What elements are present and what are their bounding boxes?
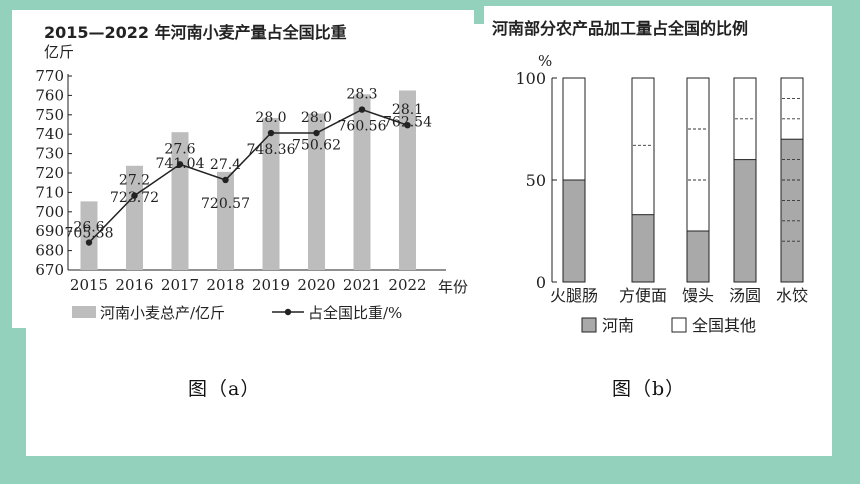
a-bar-value-label: 762.54 [383,114,432,130]
a-share-point [358,106,366,113]
a-bar-value-label: 723.72 [110,190,159,206]
a-y-tick-label: 730 [35,145,64,163]
a-share-label: 28.0 [255,110,286,126]
b-y-tick-label: 0 [536,273,546,292]
legend-bar-swatch [72,306,96,318]
a-bar-value-label: 741.04 [156,156,205,172]
a-bar-value-label: 750.62 [292,138,341,154]
a-bar-value-label: 748.36 [247,142,296,158]
a-bar [262,117,280,270]
legend-line-marker [284,308,292,316]
a-y-tick-label: 690 [35,222,64,240]
a-share-line [88,108,408,244]
b-bar-henan [631,214,655,283]
a-y-tick-label: 740 [35,125,64,143]
chart-a-x-unit: 年份 [438,278,468,296]
chart-a-title: 2015—2022 年河南小麦产量占全国比重 [44,23,347,42]
chart-b-panel [484,6,832,350]
a-y-tick-label: 680 [35,242,64,260]
b-x-tick-label: 方便面 [619,286,667,305]
legend-other-label: 全国其他 [692,316,756,335]
b-bar-henan [686,230,710,283]
chart-a-panel [12,10,474,328]
chart-b-y-unit: % [538,52,552,70]
a-y-tick-label: 710 [35,183,64,201]
b-x-tick-label: 火腿肠 [550,286,598,305]
legend-other-swatch [671,317,687,333]
a-share-label: 27.2 [119,173,150,189]
a-share-label: 26.6 [73,220,104,236]
a-bar-value-label: 705.38 [65,225,114,241]
a-share-label: 27.6 [164,141,195,157]
a-share-point [131,192,138,199]
a-bar [353,94,371,270]
legend-henan-label: 河南 [602,316,634,335]
a-bar [308,113,325,270]
chart-b-title: 河南部分农产品加工量占全国的比例 [492,19,748,38]
legend-henan-swatch [581,317,597,333]
a-y-tick-label: 760 [35,86,64,104]
a-share-label: 27.4 [210,157,241,173]
a-share-point [267,129,275,137]
a-y-tick-label: 750 [35,106,64,124]
caption-b: 图（b） [612,378,686,400]
a-share-point [313,129,320,137]
a-x-tick-label: 2022 [388,276,426,294]
b-y-tick-label: 100 [515,69,546,88]
a-bar [80,201,98,270]
chart-a-y-unit: 亿斤 [44,43,74,61]
a-x-tick-label: 2018 [206,276,244,294]
b-bar-henan [780,138,804,283]
a-y-tick-label: 670 [35,261,64,279]
a-x-tick-label: 2021 [343,276,381,294]
a-x-tick-label: 2019 [252,276,290,294]
a-share-point [222,176,229,184]
a-bar-value-label: 760.56 [338,118,387,134]
a-y-tick-label: 720 [35,164,64,182]
caption-a: 图（a） [188,378,261,400]
a-share-label: 28.3 [346,87,377,103]
a-x-tick-label: 2020 [297,276,335,294]
b-y-tick-label: 50 [526,171,546,190]
b-x-tick-label: 馒头 [682,286,714,305]
a-x-tick-label: 2016 [115,276,153,294]
a-y-tick-label: 700 [35,203,64,221]
a-share-point [404,122,411,129]
b-x-tick-label: 水饺 [776,286,808,305]
a-x-tick-label: 2017 [161,276,199,294]
b-bar-henan [562,179,586,283]
legend-line-label: 占全国比重/% [308,304,402,322]
a-share-label: 28.0 [301,110,332,126]
a-bar [399,90,416,270]
a-share-point [85,239,93,246]
b-x-tick-label: 汤圆 [729,286,761,305]
a-share-label: 28.1 [392,102,423,118]
b-bar-henan [733,159,757,283]
a-bar [217,171,234,270]
a-x-tick-label: 2015 [70,276,108,294]
a-y-tick-label: 770 [35,67,64,85]
a-bar-value-label: 720.57 [201,196,250,212]
legend-bar-label: 河南小麦总产/亿斤 [100,304,225,322]
a-share-point [176,161,184,168]
